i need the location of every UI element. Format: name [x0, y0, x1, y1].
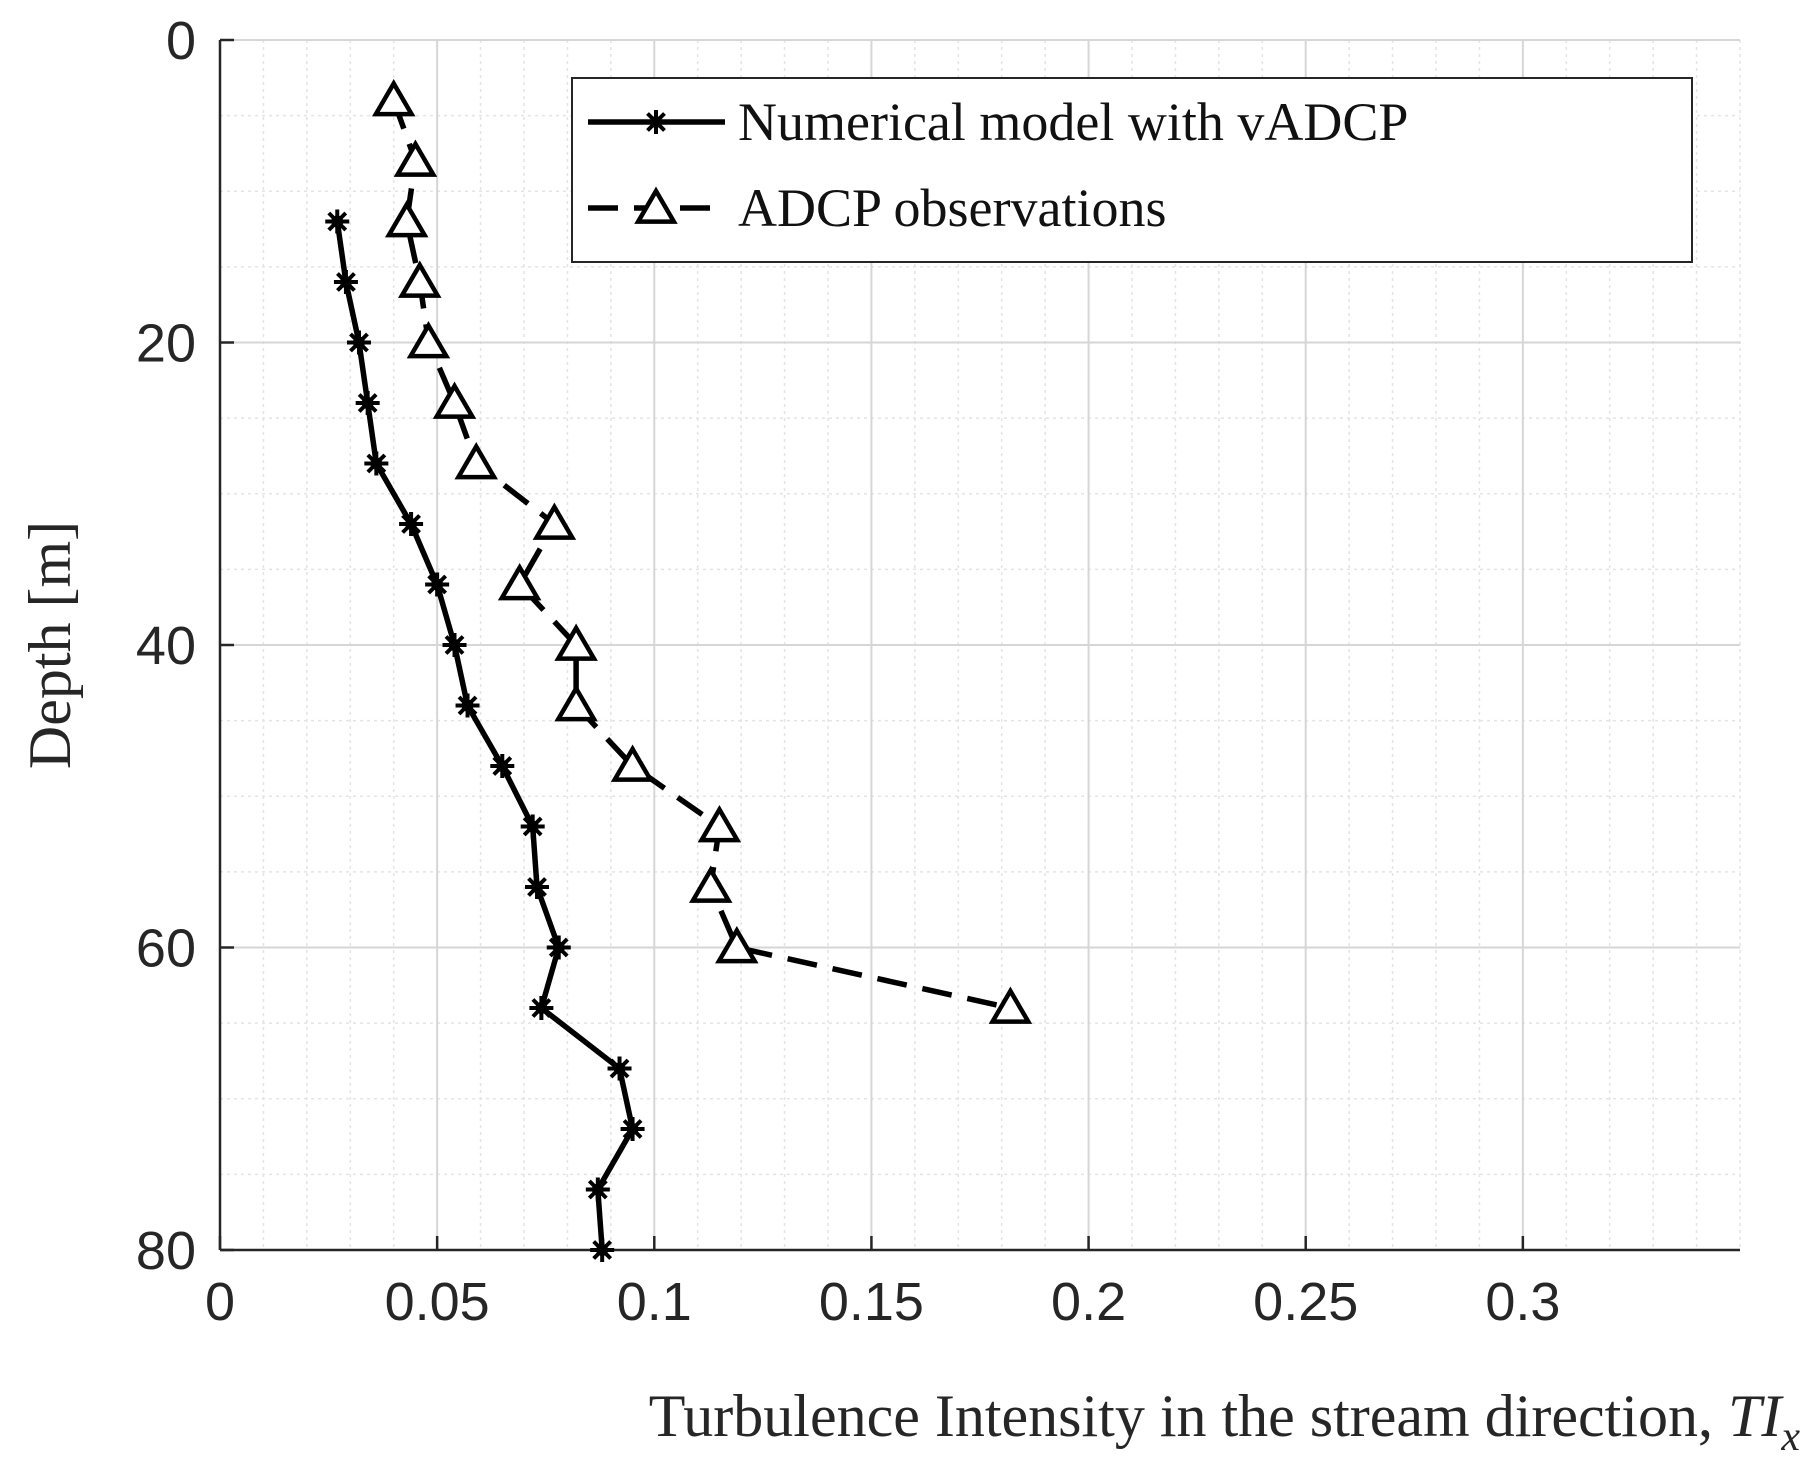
numerical-model-point: [442, 633, 467, 657]
numerical-model-point: [425, 572, 450, 597]
numerical-model-point: [585, 1177, 610, 1202]
numerical-model-point: [529, 996, 554, 1020]
numerical-model-point: [490, 754, 515, 778]
adcp-observation-point: [406, 321, 451, 359]
x-axis-title-text: Turbulence Intensity in the stream direc…: [649, 1383, 1728, 1449]
adcp-observation-point: [554, 623, 598, 661]
adcp-observation-point: [532, 502, 577, 540]
adcp-observations-line: [391, 99, 1011, 1011]
legend-label-numerical: Numerical model with vADCP: [738, 92, 1408, 152]
x-tick-label: 0: [205, 1272, 235, 1332]
tick-labels: 0 0.05 0.1 0.15 0.2 0.25 0.3 0 20 40 60 80: [136, 11, 1560, 1332]
adcp-observation-point: [697, 805, 742, 843]
y-tick-label: 60: [136, 919, 196, 979]
adcp-observation-point: [432, 381, 477, 419]
x-tick-label: 0.2: [1051, 1272, 1126, 1332]
adcp-observation-point: [384, 200, 429, 238]
x-tick-label: 0.05: [385, 1272, 490, 1332]
numerical-model-point: [455, 693, 480, 718]
legend-box: [571, 77, 1693, 263]
numerical-model-point: [520, 814, 545, 839]
series-layer: [325, 79, 1033, 1262]
numerical-model-point: [325, 209, 350, 234]
numerical-model-point: [399, 512, 424, 536]
legend-sample-numerical: [588, 110, 725, 134]
x-tick-label: 0.25: [1253, 1272, 1358, 1332]
y-tick-label: 80: [136, 1221, 196, 1281]
numerical-model-point: [546, 935, 571, 960]
adcp-observation-point: [988, 986, 1033, 1024]
legend-sample-adcp: [588, 186, 725, 224]
numerical-model-point: [607, 1056, 632, 1081]
x-axis-title-subscript: x: [1780, 1414, 1800, 1459]
y-axis-title: Depth [m]: [17, 521, 83, 769]
numerical-model-point: [620, 1117, 645, 1141]
x-tick-label: 0.1: [617, 1272, 692, 1332]
series-numerical-model: [325, 209, 645, 1262]
y-tick-label: 40: [136, 616, 196, 676]
numerical-model-point: [355, 391, 380, 415]
x-axis-title: Turbulence Intensity in the stream direc…: [649, 1383, 1801, 1459]
adcp-observation-point: [371, 79, 416, 117]
adcp-observation-point: [610, 744, 655, 782]
legend-label-adcp: ADCP observations: [738, 178, 1167, 238]
adcp-observation-point: [715, 926, 759, 964]
adcp-observation-point: [688, 865, 733, 903]
numerical-model-point: [364, 451, 389, 476]
y-tick-label: 0: [166, 11, 196, 71]
numerical-model-point: [333, 270, 358, 294]
y-tick-label: 20: [136, 314, 196, 374]
numerical-model-point: [346, 330, 371, 355]
axes: [218, 38, 1740, 1252]
x-axis-title-math: TI: [1728, 1383, 1784, 1449]
x-tick-label: 0.3: [1485, 1272, 1560, 1332]
legend-marker-numerical: [644, 110, 668, 134]
adcp-observation-point: [393, 139, 438, 177]
legend-marker-adcp: [634, 186, 678, 224]
adcp-observation-point: [497, 563, 542, 601]
adcp-observation-point: [454, 442, 498, 480]
series-adcp-observations: [371, 79, 1033, 1024]
adcp-observation-point: [398, 260, 442, 298]
adcp-observation-point: [554, 684, 598, 722]
legend: Numerical model with vADCP ADCP observat…: [571, 77, 1693, 263]
numerical-model-point: [525, 875, 550, 899]
x-tick-label: 0.15: [819, 1272, 924, 1332]
numerical-model-point: [590, 1238, 615, 1262]
